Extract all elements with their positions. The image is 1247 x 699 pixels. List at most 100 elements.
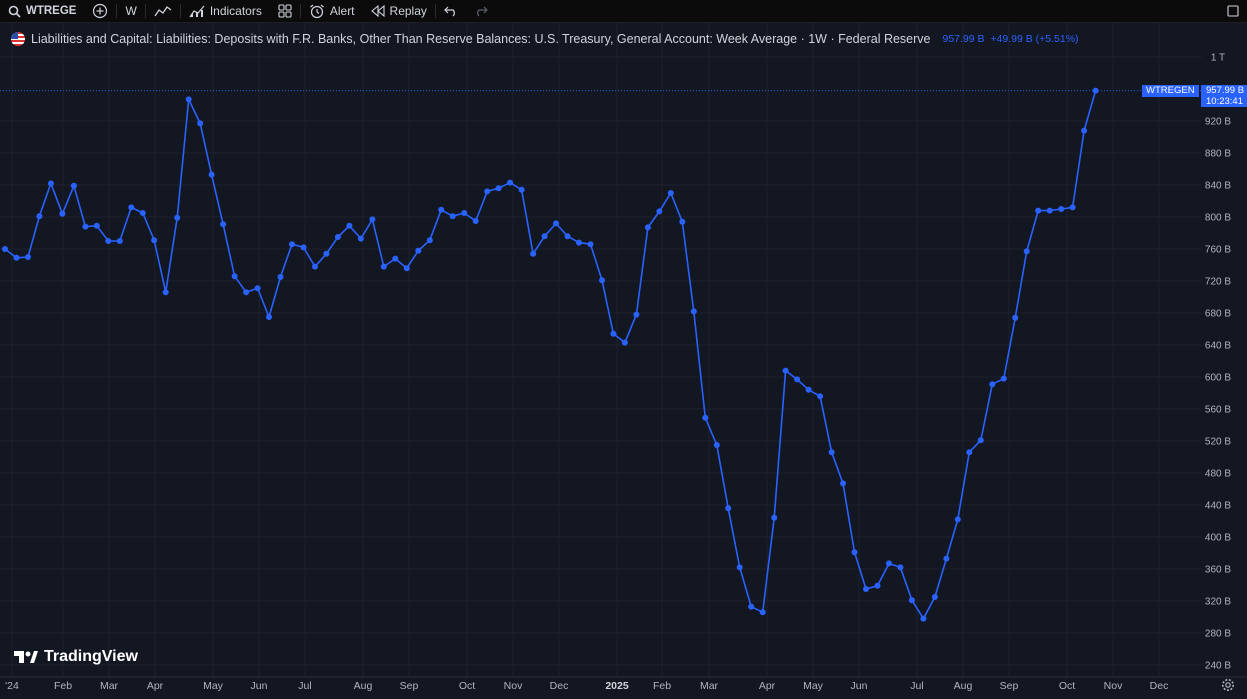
price-tick-label: 360 B (1205, 565, 1231, 576)
data-point (920, 615, 927, 622)
data-point (495, 185, 502, 192)
data-point (300, 244, 307, 251)
data-point (1092, 87, 1099, 94)
data-point (139, 210, 146, 216)
time-tick-label: May (203, 680, 224, 692)
data-point (2, 246, 8, 252)
data-point (633, 311, 640, 318)
data-point (449, 213, 456, 220)
data-point (679, 218, 686, 225)
data-point (93, 222, 100, 229)
data-point (587, 241, 594, 248)
data-point (346, 222, 353, 229)
data-point (610, 330, 617, 337)
data-point (277, 274, 284, 280)
data-point (392, 255, 399, 262)
replay-label: Replay (389, 4, 427, 18)
fullscreen-button[interactable] (1219, 0, 1247, 22)
price-tick-label: 680 B (1205, 309, 1231, 320)
data-point (828, 449, 835, 456)
data-point (977, 437, 984, 444)
data-point (116, 238, 123, 244)
price-tick-label: 840 B (1205, 181, 1231, 192)
data-point (472, 218, 479, 224)
gear-icon (1222, 679, 1234, 691)
redo-icon (476, 6, 488, 17)
data-point (541, 233, 548, 240)
data-point (357, 235, 364, 242)
line-chart-icon (154, 6, 172, 17)
chart-settings-button[interactable] (1221, 678, 1235, 697)
redo-button[interactable] (466, 0, 496, 22)
current-price-value: 957.99 B (1206, 85, 1245, 96)
data-point (415, 247, 422, 254)
data-point (369, 216, 376, 223)
series-name-tag: WTREGEN (1142, 85, 1199, 97)
templates-button[interactable] (270, 0, 300, 22)
data-point (599, 277, 605, 284)
data-point (507, 179, 514, 186)
undo-icon (444, 6, 455, 17)
data-point (576, 239, 582, 246)
replay-button[interactable]: Replay (363, 0, 435, 22)
current-price-tag: 957.99 B 10:23:41 (1201, 85, 1247, 107)
data-point (13, 254, 20, 261)
data-point (403, 265, 410, 272)
time-tick-label: Sep (400, 680, 419, 692)
compare-button[interactable] (84, 0, 116, 22)
price-tick-label: 280 B (1205, 629, 1231, 640)
data-point (59, 210, 66, 217)
interval-button[interactable]: W (117, 0, 144, 22)
time-tick-label: May (803, 680, 824, 692)
data-point (128, 204, 135, 211)
data-point (162, 289, 169, 296)
time-tick-label: 2025 (605, 680, 629, 692)
time-tick-label: Jun (851, 680, 868, 692)
undo-button[interactable] (436, 0, 466, 22)
price-tick-label: 600 B (1205, 373, 1231, 384)
data-point (908, 597, 915, 604)
chart-pane[interactable] (0, 23, 1247, 699)
alert-button[interactable]: Alert (301, 0, 363, 22)
tradingview-logo[interactable]: TradingView (14, 648, 138, 666)
data-point (805, 386, 812, 393)
data-point (1058, 206, 1065, 212)
time-tick-label: Dec (1150, 680, 1169, 692)
chart-type-button[interactable] (146, 0, 180, 22)
data-point (461, 210, 468, 216)
us-flag-icon (11, 32, 25, 46)
time-tick-label: Apr (759, 680, 776, 692)
time-tick-label: '24 (5, 680, 19, 692)
data-point (656, 208, 663, 215)
data-point (289, 241, 295, 248)
time-tick-label: Feb (653, 680, 671, 692)
data-point (667, 190, 674, 196)
price-tick-label: 440 B (1205, 501, 1231, 512)
data-point (897, 564, 904, 571)
price-tick-label: 320 B (1205, 597, 1231, 608)
toolbar-divider (434, 4, 436, 18)
data-point (105, 238, 112, 244)
time-tick-label: Dec (550, 680, 569, 692)
data-point (644, 224, 651, 231)
data-point (874, 582, 881, 589)
data-point (151, 237, 158, 244)
data-point (690, 308, 697, 315)
chart-grid (0, 23, 1202, 677)
top-toolbar: WTREGE W Indicators Alert Replay (0, 0, 1247, 23)
indicators-button[interactable]: Indicators (181, 0, 270, 22)
data-point (1035, 207, 1042, 214)
data-point (312, 263, 318, 270)
data-point (1000, 375, 1007, 382)
symbol-label: WTREGE (26, 5, 77, 17)
toolbar-divider (116, 4, 118, 18)
legend-values: 957.99 B +49.99 B (+5.51%) (943, 33, 1079, 45)
data-point (380, 263, 387, 270)
symbol-search[interactable]: WTREGE (0, 0, 84, 22)
data-point (25, 254, 31, 260)
data-point (185, 96, 192, 103)
data-point (220, 221, 227, 228)
grid-icon (278, 4, 292, 18)
data-point (817, 393, 824, 400)
